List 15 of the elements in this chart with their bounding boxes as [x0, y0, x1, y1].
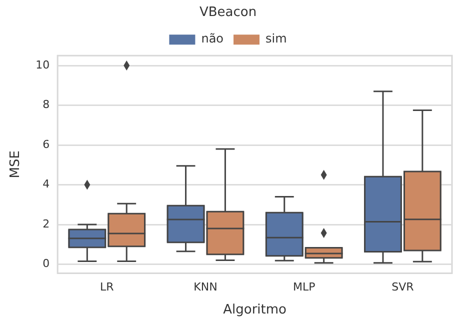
y-tick-label: 8	[42, 98, 50, 112]
legend-title: VBeacon	[199, 4, 257, 20]
y-axis-title: MSE	[8, 150, 24, 178]
y-tick-label: 2	[42, 217, 50, 230]
legend-label: não	[201, 32, 224, 46]
x-tick-label: KNN	[194, 280, 218, 294]
x-tick-label: MLP	[292, 280, 316, 294]
y-tick-label: 4	[42, 178, 50, 191]
y-tick-label: 0	[42, 257, 50, 270]
legend-label: sim	[266, 32, 287, 46]
x-tick-label: SVR	[392, 280, 414, 294]
x-tick-label: LR	[100, 280, 114, 294]
x-axis-title: Algoritmo	[223, 302, 287, 318]
y-tick-label: 10	[36, 58, 50, 72]
y-tick-label: 6	[42, 138, 50, 151]
